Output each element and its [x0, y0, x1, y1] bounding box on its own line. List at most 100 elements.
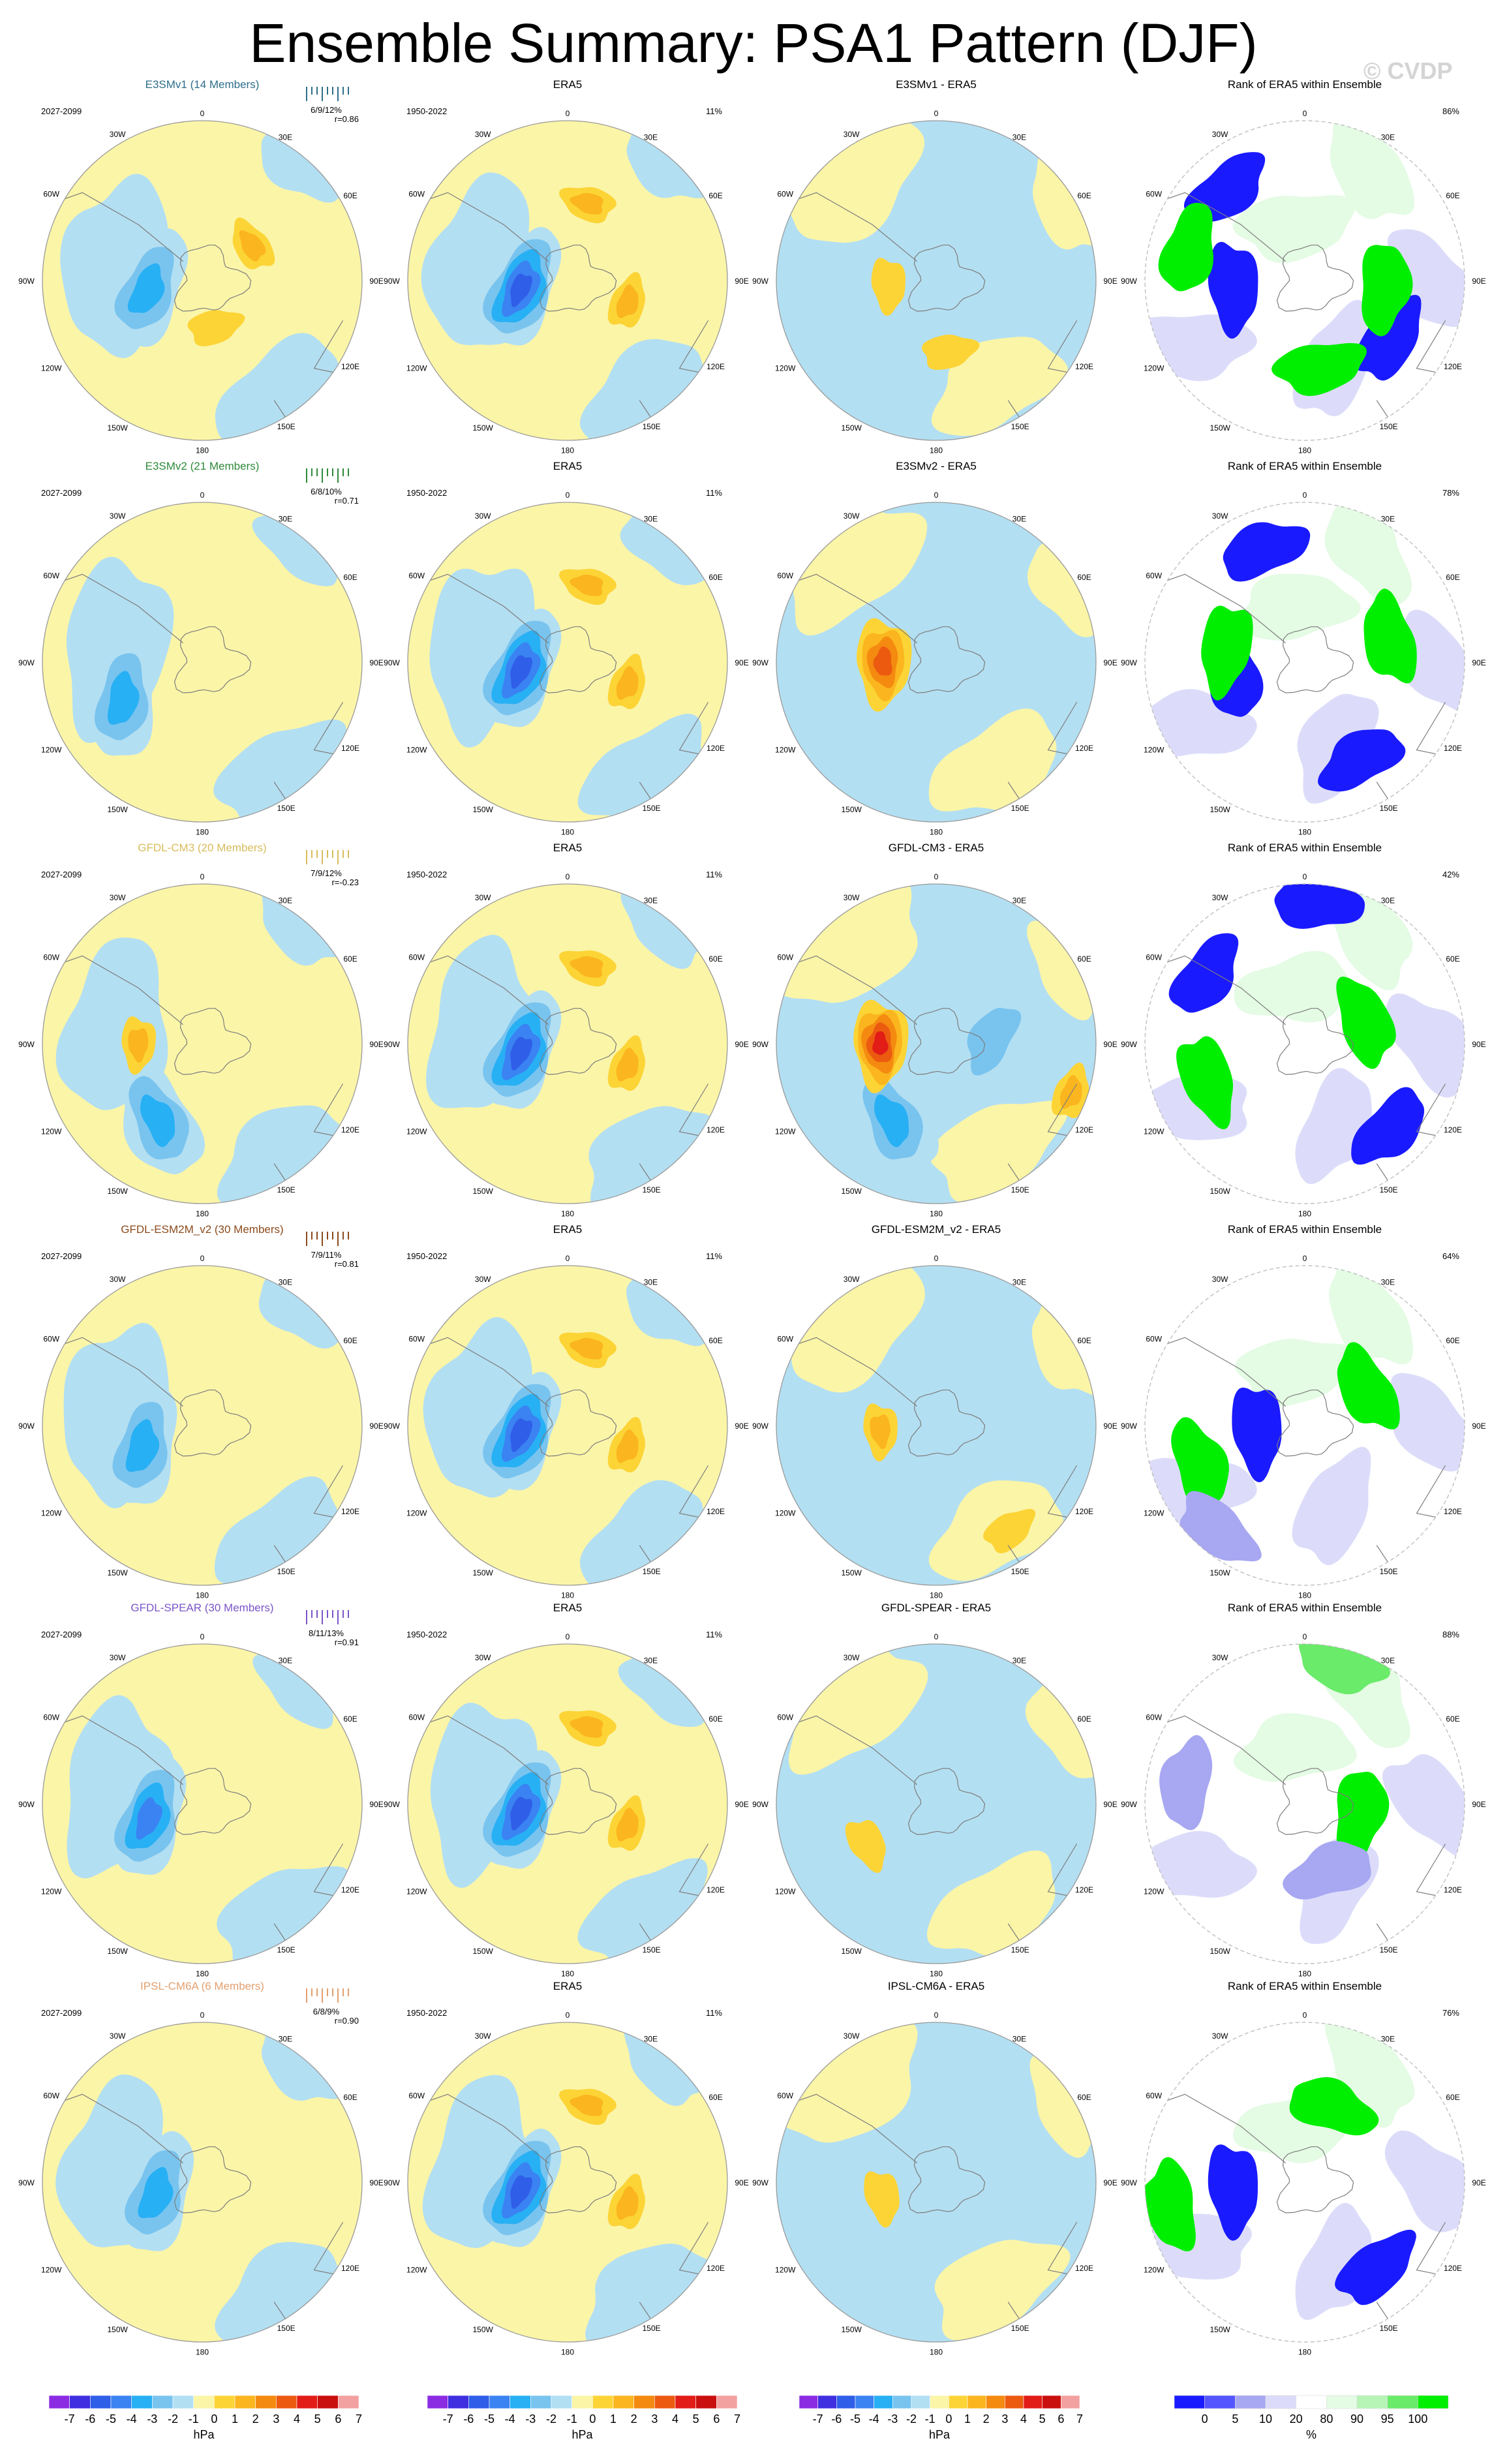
lon-label: 0	[200, 1632, 205, 1641]
lon-label: 30W	[110, 2031, 126, 2041]
colorbar-tick: -4	[869, 2412, 879, 2426]
panel-title: E3SMv2 - ERA5	[896, 460, 977, 472]
lon-label: 180	[561, 1591, 574, 1600]
lon-label: 90E	[369, 1800, 383, 1809]
lon-label: 180	[930, 1970, 943, 1979]
colorbar-tick: -7	[813, 2412, 823, 2426]
colorbar-tick: 0	[945, 2412, 952, 2426]
lon-label: 120E	[1444, 744, 1462, 753]
lon-label: 60E	[1077, 2093, 1091, 2102]
lon-label: 120E	[341, 1885, 359, 1894]
panel-title: Rank of ERA5 within Ensemble	[1228, 1602, 1382, 1614]
south-america-coast	[784, 192, 917, 262]
lon-label: 60E	[343, 1714, 357, 1724]
high-contour	[1059, 1074, 1082, 1109]
rank-blob	[1271, 342, 1367, 397]
rank-patch	[1324, 502, 1412, 607]
colorbar-swatch	[592, 2395, 614, 2409]
panel-0-1: ERA5 0 30E 60E 90E 120E 150E 180 150W 120W 90W 60W 3…	[384, 78, 749, 455]
lon-label: 150W	[1210, 1568, 1230, 1577]
antarctica-coast	[174, 1768, 252, 1835]
lon-label: 90E	[1103, 277, 1117, 286]
lon-label: 30W	[110, 511, 126, 521]
rank-patch	[1329, 1266, 1413, 1365]
panel-3-3: Rank of ERA5 within Ensemble 0 30E 60E 90E 12…	[1121, 1223, 1486, 1600]
pct-label: 42%	[1442, 870, 1459, 879]
field-lobe	[784, 121, 925, 243]
lon-label: 60W	[43, 571, 59, 580]
lon-label: 180	[930, 2348, 943, 2357]
lon-label: 150W	[1210, 423, 1230, 433]
lon-label: 60E	[343, 573, 357, 582]
panel-0-0: E3SMv1 (14 Members) 0 30E 60E 90E 120E 150E 180…	[18, 78, 384, 455]
period-label: 2027-2099	[41, 1630, 82, 1639]
colorbar-swatch	[633, 2395, 655, 2409]
antarctica-coast	[539, 2146, 617, 2213]
lon-label: 90W	[18, 658, 35, 667]
map-border	[42, 120, 363, 441]
colorbar-tick: 90	[1350, 2412, 1363, 2426]
lon-label: 90W	[1121, 2178, 1137, 2187]
member-stats: 6/8/9%	[313, 2007, 340, 2016]
lon-label: 60W	[777, 952, 793, 962]
lon-label: 30W	[110, 1275, 126, 1284]
field-lobe	[776, 2022, 918, 2143]
lon-label: 180	[1298, 2348, 1311, 2357]
lon-label: 120E	[707, 744, 725, 753]
colorbar-tick: 3	[273, 2412, 279, 2426]
lon-label: 90W	[752, 658, 769, 667]
map-border	[776, 883, 1097, 1204]
lon-label: 120W	[406, 746, 427, 755]
colorbar-tick: 0	[1202, 2412, 1208, 2426]
panel-title: ERA5	[553, 78, 582, 91]
pct-label: 76%	[1442, 2008, 1459, 2018]
lon-label: 0	[566, 872, 570, 881]
high-contour	[570, 574, 603, 596]
lon-label: 60W	[408, 952, 425, 962]
colorbar-swatch	[986, 2395, 1005, 2409]
panel-5-0: IPSL-CM6A (6 Members) 0 30E 60E 90E 120E 150E 1…	[18, 1980, 384, 2357]
south-america-coast	[416, 573, 549, 644]
lon-label: 60W	[43, 1334, 59, 1343]
member-stats: 6/8/10%	[311, 487, 342, 496]
lon-label: 150E	[1380, 1185, 1398, 1194]
lon-label: 180	[930, 1591, 943, 1600]
lon-label: 60W	[408, 1334, 425, 1343]
colorbar-swatch	[911, 2395, 930, 2409]
colorbar-swatch	[427, 2395, 448, 2409]
lon-label: 120W	[406, 1509, 427, 1518]
colorbar-swatch	[131, 2395, 153, 2409]
lon-label: 120E	[1075, 1125, 1093, 1134]
rank-patch	[1385, 993, 1465, 1098]
lon-label: 60E	[1446, 954, 1459, 964]
lon-label: 150W	[107, 1947, 128, 1956]
field-lobe	[928, 708, 1057, 812]
pct-label: 88%	[1442, 1630, 1459, 1639]
lon-label: 90E	[1472, 277, 1485, 286]
colorbar-swatch	[892, 2395, 912, 2409]
lon-label: 30E	[279, 2034, 292, 2043]
colorbar-tick: -2	[168, 2412, 178, 2426]
lon-label: 30W	[1212, 1275, 1228, 1284]
panel-title: E3SMv2 (21 Members)	[145, 460, 260, 472]
colorbar-swatch	[1204, 2395, 1236, 2409]
lon-label: 120W	[1144, 746, 1164, 755]
lon-label: 90E	[735, 277, 748, 286]
map-border	[407, 120, 728, 441]
colorbar-swatch	[69, 2395, 91, 2409]
lon-label: 60W	[43, 952, 59, 962]
field-lobe	[624, 2024, 710, 2107]
colorbar-swatch	[448, 2395, 469, 2409]
lon-label: 150E	[643, 422, 661, 431]
south-america-coast	[784, 573, 917, 644]
map-border	[42, 2022, 363, 2343]
colorbar-tick: 5	[693, 2412, 699, 2426]
lon-label: 120E	[341, 362, 359, 371]
lon-label: 120W	[41, 364, 62, 373]
lon-label: 30E	[279, 896, 292, 905]
period-label: 1950-2022	[406, 870, 447, 879]
low-contour	[967, 1007, 1022, 1076]
rank-patch	[1236, 573, 1361, 641]
period-label: 1950-2022	[406, 488, 447, 498]
lon-label: 150E	[643, 804, 661, 813]
